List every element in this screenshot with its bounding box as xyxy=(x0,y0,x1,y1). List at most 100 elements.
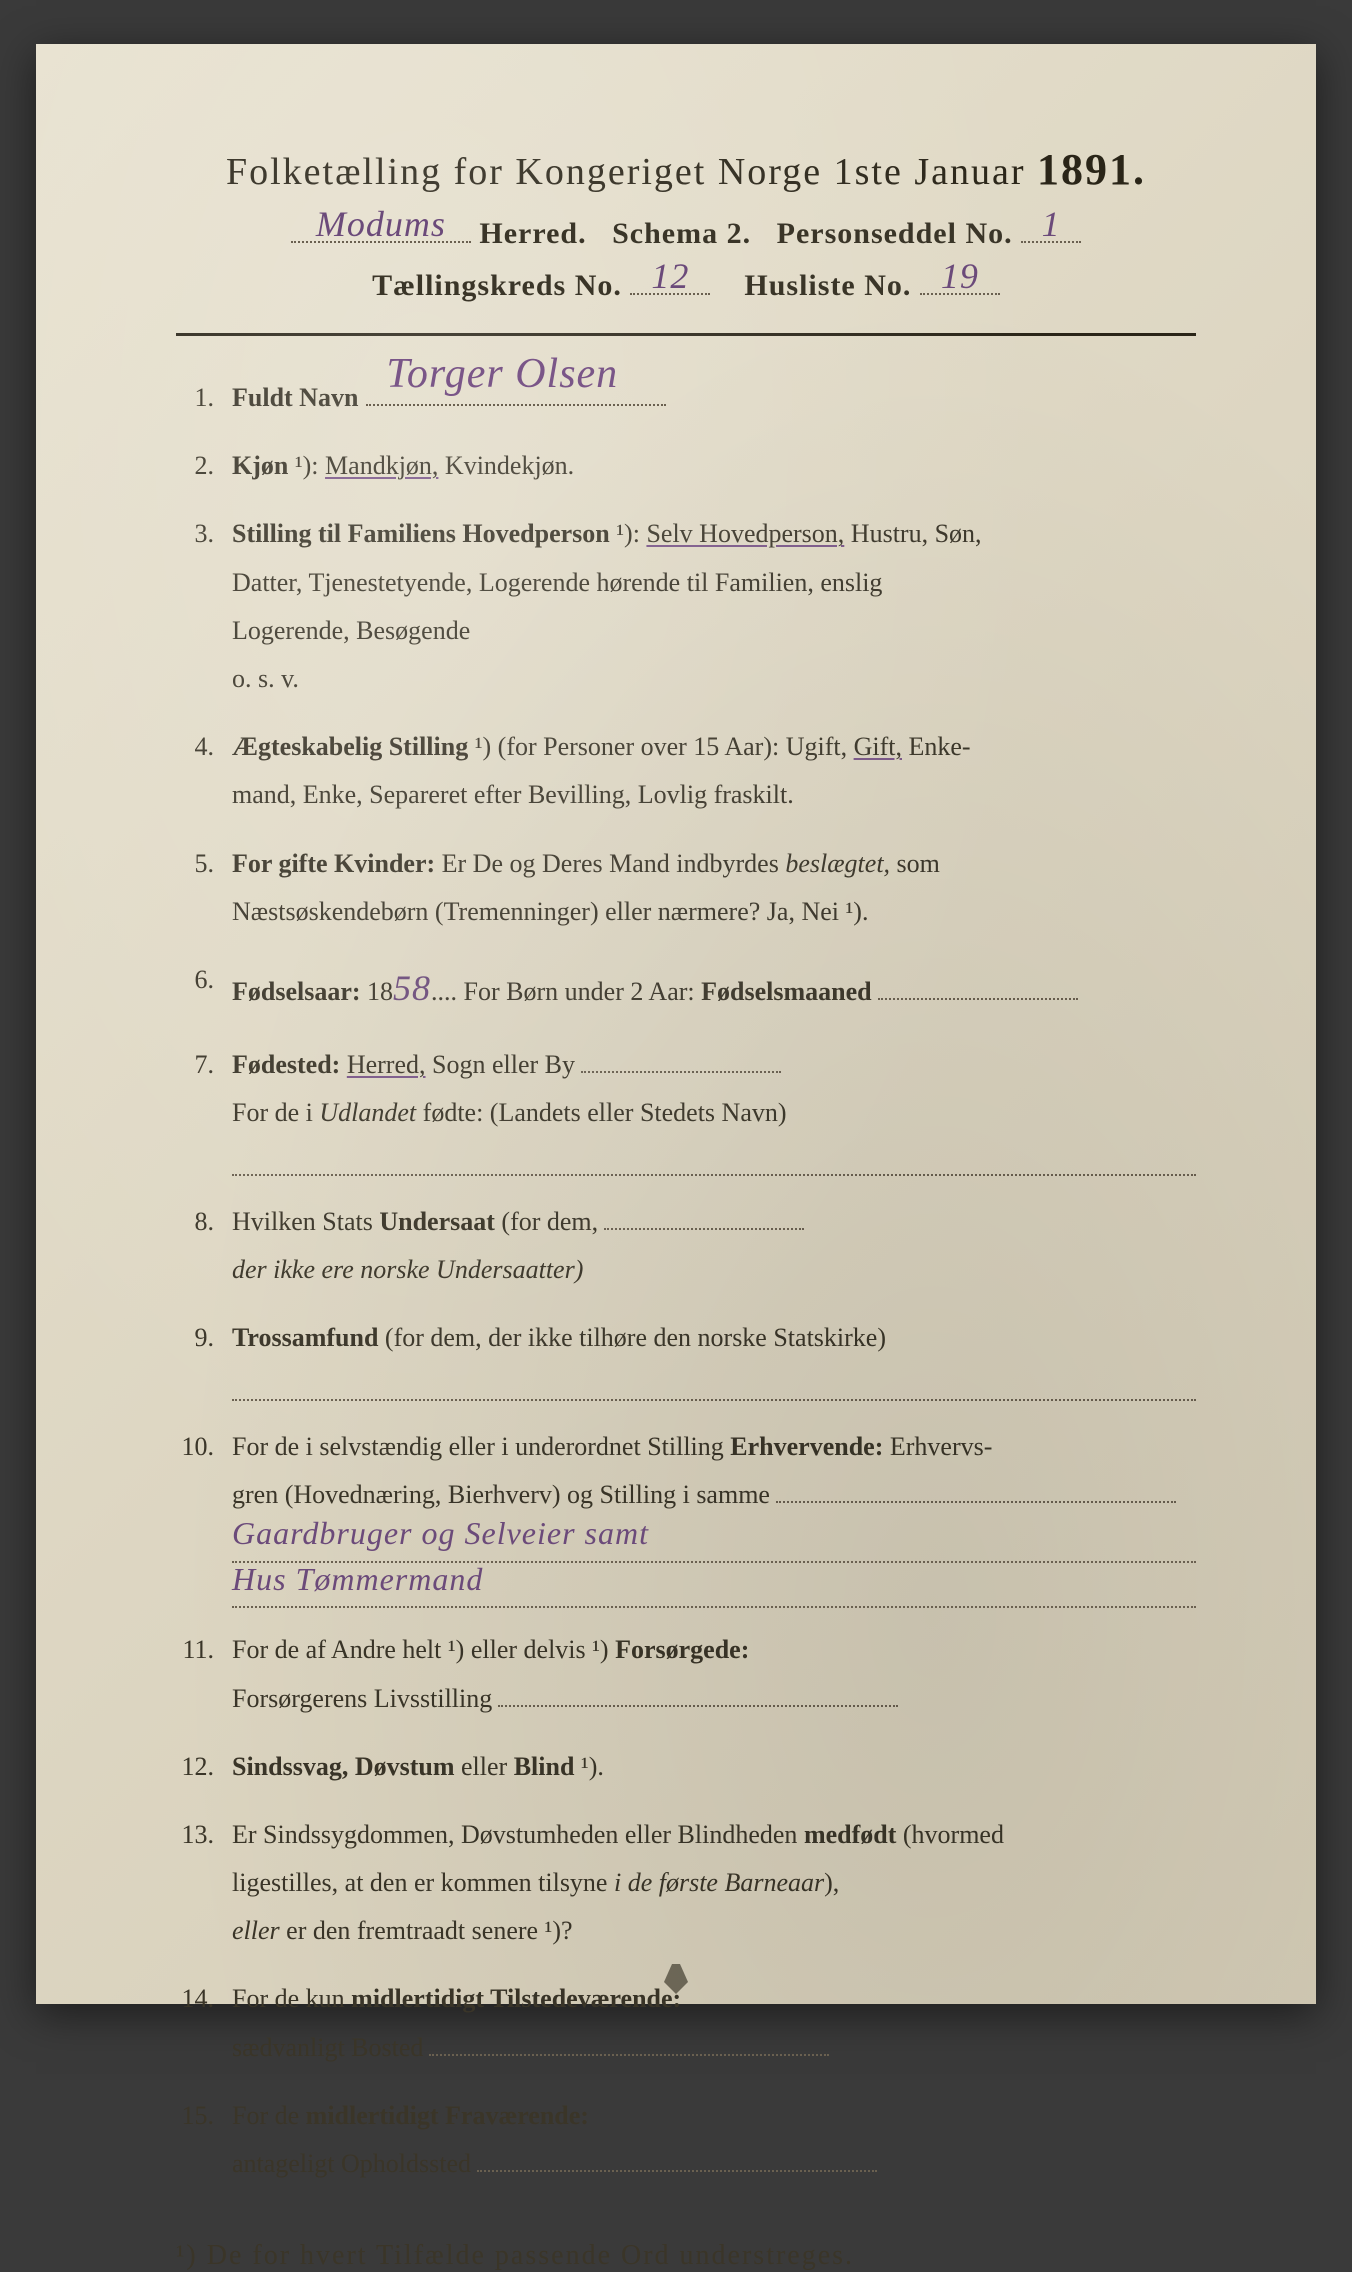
continuation-line: Datter, Tjenestetyende, Logerende hørend… xyxy=(232,561,1196,605)
continuation-line: der ikke ere norske Undersaatter) xyxy=(232,1248,1196,1292)
question-6: 6.Fødselsaar: 1858.... For Børn under 2 … xyxy=(176,958,1196,1023)
text-segment: Herred, xyxy=(347,1050,426,1079)
dotted-trail xyxy=(604,1206,804,1229)
question-text-line: Sindssvag, Døvstum eller Blind ¹). xyxy=(232,1745,1196,1789)
question-text-line: Stilling til Familiens Hovedperson ¹): S… xyxy=(232,512,1196,556)
text-segment: For de af Andre helt ¹) eller delvis ¹) xyxy=(232,1635,615,1664)
personseddel-no-field: 1 xyxy=(1021,213,1081,243)
question-11: 11.For de af Andre helt ¹) eller delvis … xyxy=(176,1628,1196,1724)
schema-label: Schema 2. xyxy=(612,217,751,250)
question-body: Fødselsaar: 1858.... For Børn under 2 Aa… xyxy=(232,958,1196,1023)
continuation-line: Næstsøskendebørn (Tremenninger) eller næ… xyxy=(232,890,1196,934)
title-year: 1891. xyxy=(1037,145,1146,194)
text-segment: Hustru, Søn, xyxy=(844,519,981,548)
question-body: For de midlertidigt Fraværende:antagelig… xyxy=(232,2094,1196,2190)
question-text-line: For gifte Kvinder: Er De og Deres Mand i… xyxy=(232,842,1196,886)
question-9: 9.Trossamfund (for dem, der ikke tilhøre… xyxy=(176,1316,1196,1405)
text-segment: Selv Hovedperson, xyxy=(646,519,844,548)
continuation-line: For de i Udlandet fødte: (Landets eller … xyxy=(232,1091,1196,1135)
text-segment: Kjøn xyxy=(232,451,288,480)
husliste-no-hw: 19 xyxy=(941,255,979,297)
question-text-line: Fødested: Herred, Sogn eller By xyxy=(232,1043,1196,1087)
question-text-line: For de midlertidigt Fraværende: xyxy=(232,2094,1196,2138)
text-segment: For de i selvstændig eller i underordnet… xyxy=(232,1432,730,1461)
district-line: Tællingskreds No. 12 Husliste No. 19 xyxy=(176,265,1196,303)
text-segment: 18 xyxy=(361,977,394,1006)
text-segment: For de kun xyxy=(232,1984,351,2013)
text-segment: Ægteskabelig Stilling xyxy=(232,732,468,761)
title-text: Folketælling for Kongeriget Norge 1ste J… xyxy=(226,151,1037,193)
question-text-line: Er Sindssygdommen, Døvstumheden eller Bl… xyxy=(232,1813,1196,1857)
text-segment: midlertidigt Fraværende: xyxy=(306,2101,589,2130)
questions-list: 1.Fuldt NavnTorger Olsen2.Kjøn ¹): Mandk… xyxy=(176,376,1196,2190)
text-segment: Er De og Deres Mand indbyrdes xyxy=(435,849,785,878)
question-13: 13.Er Sindssygdommen, Døvstumheden eller… xyxy=(176,1813,1196,1958)
text-segment: Fødested: xyxy=(232,1050,340,1079)
text-segment: Erhvervende: xyxy=(730,1432,883,1461)
text-segment: medfødt xyxy=(804,1820,896,1849)
question-body: For gifte Kvinder: Er De og Deres Mand i… xyxy=(232,842,1196,938)
question-5: 5.For gifte Kvinder: Er De og Deres Mand… xyxy=(176,842,1196,938)
continuation-line: eller er den fremtraadt senere ¹)? xyxy=(232,1909,1196,1953)
text-segment: Forsørgede: xyxy=(615,1635,749,1664)
text-segment: ¹) (for Personer over 15 Aar): Ugift, xyxy=(468,732,853,761)
herred-name-field: Modums xyxy=(291,213,471,243)
text-segment: Fødselsmaaned xyxy=(701,977,871,1006)
question-text-line: Hvilken Stats Undersaat (for dem, xyxy=(232,1200,1196,1244)
question-number: 4. xyxy=(176,725,232,769)
question-number: 15. xyxy=(176,2094,232,2138)
text-segment: (for dem, der ikke tilhøre den norske St… xyxy=(378,1323,886,1352)
text-segment: ¹). xyxy=(574,1752,603,1781)
question-number: 13. xyxy=(176,1813,232,1857)
text-segment: For gifte Kvinder: xyxy=(232,849,435,878)
question-body: Fødested: Herred, Sogn eller ByFor de i … xyxy=(232,1043,1196,1180)
text-segment: Mandkjøn, xyxy=(325,451,438,480)
question-number: 3. xyxy=(176,512,232,556)
handwritten-text: Hus Tømmermand xyxy=(232,1552,483,1606)
text-segment: som xyxy=(890,849,940,878)
footnote: ¹) De for hvert Tilfælde passende Ord un… xyxy=(176,2240,1196,2272)
question-7: 7.Fødested: Herred, Sogn eller ByFor de … xyxy=(176,1043,1196,1180)
dotted-trail xyxy=(498,1683,898,1706)
question-body: Er Sindssygdommen, Døvstumheden eller Bl… xyxy=(232,1813,1196,1958)
question-8: 8.Hvilken Stats Undersaat (for dem,der i… xyxy=(176,1200,1196,1296)
continuation-line: Forsørgerens Livsstilling xyxy=(232,1677,1196,1721)
kreds-no-field: 12 xyxy=(630,265,710,295)
question-body: Ægteskabelig Stilling ¹) (for Personer o… xyxy=(232,725,1196,821)
personseddel-no-hw: 1 xyxy=(1042,203,1061,245)
question-number: 14. xyxy=(176,1977,232,2021)
question-text-line: Ægteskabelig Stilling ¹) (for Personer o… xyxy=(232,725,1196,769)
text-segment: Sindssvag, Døvstum xyxy=(232,1752,455,1781)
text-segment: 58 xyxy=(393,958,431,1019)
text-segment: (hvormed xyxy=(896,1820,1004,1849)
question-body: For de af Andre helt ¹) eller delvis ¹) … xyxy=(232,1628,1196,1724)
husliste-label: Husliste No. xyxy=(744,269,911,302)
text-segment: Fuldt Navn xyxy=(232,383,358,412)
question-number: 7. xyxy=(176,1043,232,1087)
question-body: Hvilken Stats Undersaat (for dem,der ikk… xyxy=(232,1200,1196,1296)
text-segment: Hvilken Stats xyxy=(232,1207,379,1236)
herred-label: Herred. xyxy=(479,217,586,250)
herred-name-hw: Modums xyxy=(316,203,446,245)
census-form-page: Folketælling for Kongeriget Norge 1ste J… xyxy=(36,44,1316,2004)
question-body: Kjøn ¹): Mandkjøn, Kvindekjøn. xyxy=(232,444,1196,492)
question-3: 3.Stilling til Familiens Hovedperson ¹):… xyxy=(176,512,1196,705)
question-10: 10.For de i selvstændig eller i underord… xyxy=(176,1425,1196,1609)
husliste-no-field: 19 xyxy=(920,265,1000,295)
continuation-line: mand, Enke, Separeret efter Bevilling, L… xyxy=(232,773,1196,817)
question-15: 15.For de midlertidigt Fraværende:antage… xyxy=(176,2094,1196,2190)
text-segment: Gift, xyxy=(854,732,902,761)
question-4: 4.Ægteskabelig Stilling ¹) (for Personer… xyxy=(176,725,1196,821)
text-segment: Stilling til Familiens Hovedperson xyxy=(232,519,610,548)
question-body: Trossamfund (for dem, der ikke tilhøre d… xyxy=(232,1316,1196,1405)
text-segment: Trossamfund xyxy=(232,1323,378,1352)
answer-field: Torger Olsen xyxy=(366,383,666,406)
text-segment: Fødselsaar: xyxy=(232,977,361,1006)
question-text-line: For de i selvstændig eller i underordnet… xyxy=(232,1425,1196,1469)
handwritten-line: Hus Tømmermand xyxy=(232,1567,1196,1609)
question-body: Sindssvag, Døvstum eller Blind ¹). xyxy=(232,1745,1196,1793)
text-segment: .... For Børn under 2 Aar: xyxy=(431,977,701,1006)
text-segment: eller xyxy=(455,1752,514,1781)
question-number: 12. xyxy=(176,1745,232,1789)
question-text-line: Kjøn ¹): Mandkjøn, Kvindekjøn. xyxy=(232,444,1196,488)
